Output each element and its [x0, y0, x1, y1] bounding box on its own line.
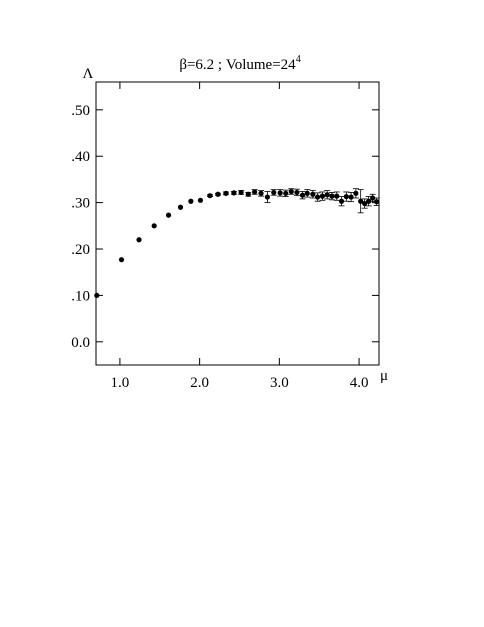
data-point: [277, 190, 283, 196]
data-point: [177, 204, 184, 210]
data-point: [283, 190, 289, 196]
data-point: [238, 189, 244, 196]
data-point: [304, 190, 310, 196]
data-point: [338, 198, 345, 204]
data-point: [231, 190, 237, 196]
data-point: [118, 257, 125, 263]
plot-frame: [95, 81, 380, 366]
data-point: [294, 189, 300, 196]
data-point: [258, 190, 264, 196]
data-point: [223, 190, 229, 196]
y-tick-label: .20: [71, 242, 90, 258]
data-point: [315, 194, 321, 200]
data-point: [94, 292, 100, 299]
data-point: [310, 191, 316, 197]
data-point: [288, 188, 294, 195]
x-tick-label: 4.0: [350, 375, 369, 391]
chart-title: β=6.2 ; Volume=244: [179, 54, 300, 73]
data-point: [252, 189, 258, 195]
chart-title-text: β=6.2 ; Volume=24: [179, 57, 296, 73]
data-point: [374, 199, 380, 205]
data-point: [151, 223, 157, 229]
y-axis-label: Λ: [83, 66, 94, 82]
data-point: [299, 192, 306, 198]
data-point: [245, 191, 251, 197]
data-point: [197, 197, 204, 203]
data-point: [370, 195, 376, 201]
data-point: [215, 191, 221, 197]
chart-title-superscript: 4: [296, 54, 301, 65]
data-point: [343, 193, 349, 200]
y-tick-label: .30: [71, 196, 90, 212]
y-tick-label: .10: [71, 288, 90, 304]
y-tick-label: .40: [71, 149, 90, 165]
data-point: [188, 198, 194, 204]
y-tick-label: 0.0: [71, 335, 90, 351]
data-point: [207, 193, 213, 199]
data-point: [271, 189, 277, 196]
axes: 1.0 2.0 3.0 4.0 0.0 .10 .20 .30 .40 .50: [71, 81, 380, 391]
data-points: [94, 188, 380, 299]
data-point: [329, 193, 335, 199]
data-point: [348, 194, 354, 200]
x-tick-label: 1.0: [111, 375, 130, 391]
data-point: [324, 192, 330, 198]
data-point: [353, 190, 359, 196]
data-point: [264, 194, 270, 200]
data-point: [136, 237, 142, 243]
data-point: [334, 193, 340, 199]
data-point: [358, 198, 364, 204]
x-tick-label: 2.0: [190, 375, 209, 391]
x-axis-label: μ: [380, 368, 388, 384]
data-point: [366, 198, 372, 204]
x-tick-label: 3.0: [270, 375, 289, 391]
data-point: [362, 200, 368, 207]
data-point: [319, 193, 325, 199]
data-point: [165, 212, 172, 218]
y-tick-label: .50: [71, 103, 90, 119]
